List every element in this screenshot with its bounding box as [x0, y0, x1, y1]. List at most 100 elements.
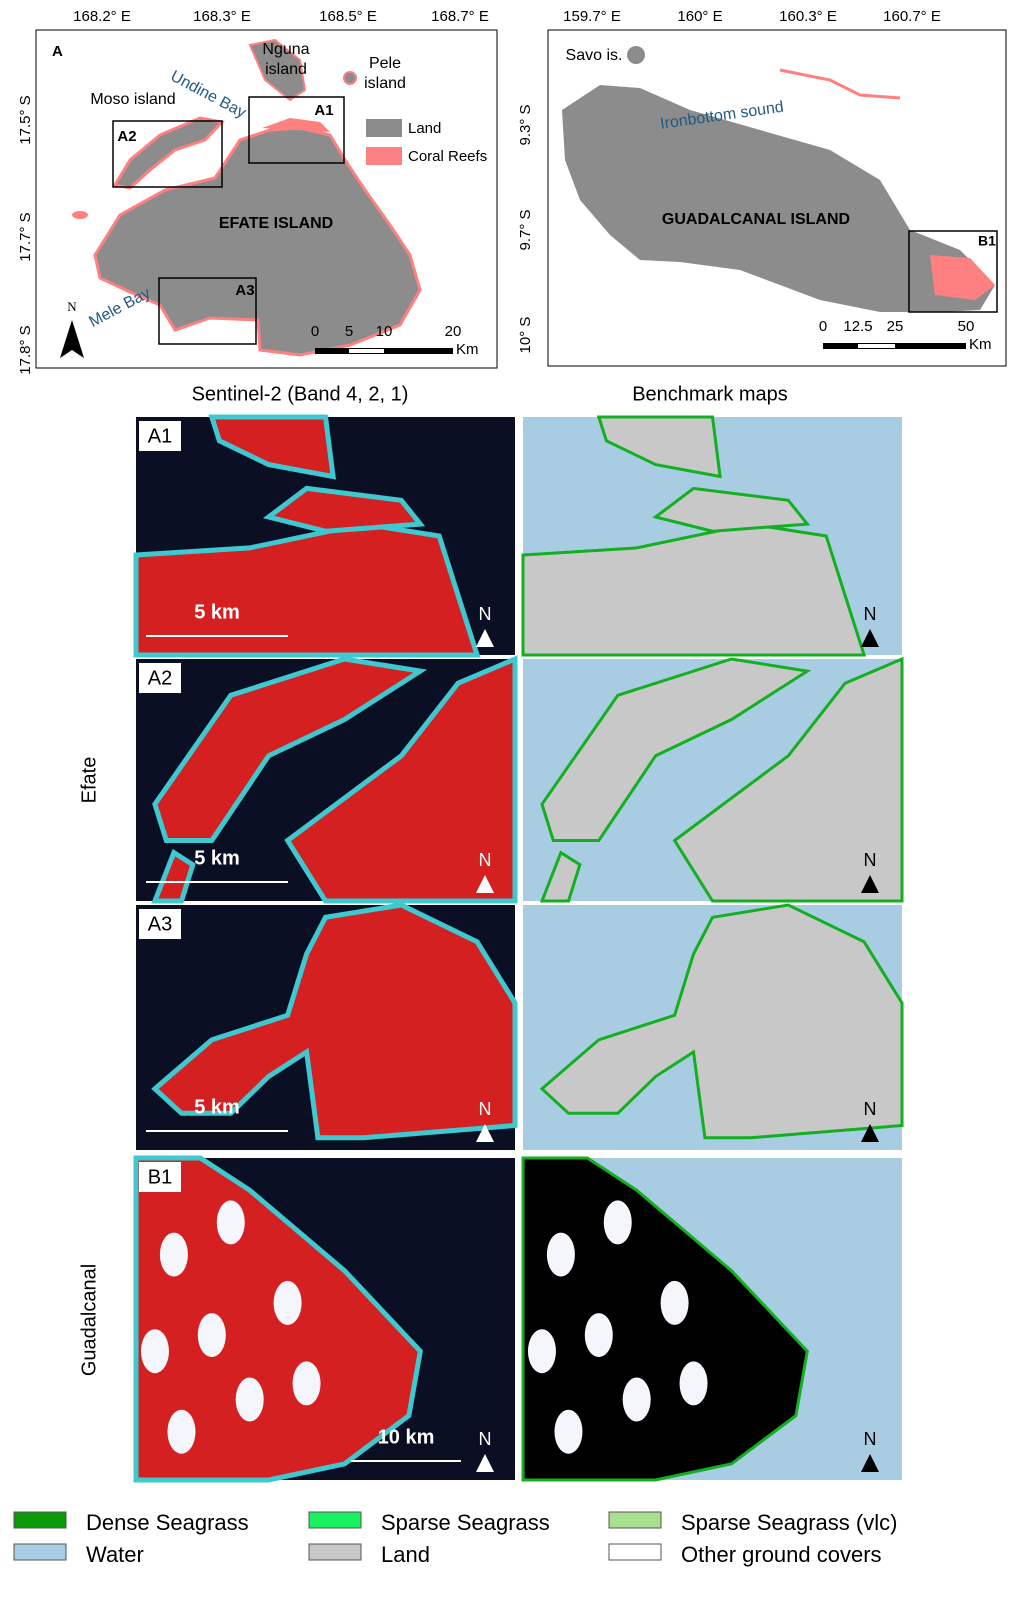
legend-swatch — [14, 1512, 66, 1528]
cloud — [680, 1361, 708, 1405]
lon-tick: 168.3° E — [193, 8, 251, 25]
panel-label: B1 — [148, 1166, 172, 1188]
north-label: N — [864, 850, 877, 870]
row-label: Guadalcanal — [78, 1264, 100, 1376]
scale-label: 5 — [345, 323, 353, 340]
north-label: N — [479, 604, 492, 624]
north-label: N — [864, 1429, 877, 1449]
map-b — [627, 46, 645, 64]
cloud — [547, 1233, 575, 1277]
legend-label: Sparse Seagrass (vlc) — [681, 1510, 897, 1535]
place-label: Pele — [369, 55, 401, 72]
panel-scale-label: 5 km — [194, 1096, 240, 1118]
lon-tick: 168.7° E — [431, 8, 489, 25]
legend-label: Other ground covers — [681, 1542, 882, 1567]
scale-label: 0 — [311, 323, 319, 340]
lon-tick: 168.5° E — [319, 8, 377, 25]
legend-swatch — [309, 1544, 361, 1560]
panel-scale-label: 10 km — [378, 1426, 435, 1448]
scale-unit: Km — [969, 336, 992, 353]
map-a — [72, 211, 88, 219]
sentinel-panel: B1 10 km N — [136, 1158, 515, 1480]
scale-unit: Km — [456, 341, 479, 358]
map-label: A — [52, 43, 63, 60]
legend-swatch — [609, 1544, 661, 1560]
cloud — [585, 1313, 613, 1357]
legend-label: Sparse Seagrass — [381, 1510, 550, 1535]
legend-label: Water — [86, 1542, 144, 1567]
legend-label: Land — [381, 1542, 430, 1567]
cloud — [198, 1313, 226, 1357]
benchmark-panel: N — [523, 417, 902, 655]
panel-scale-bar — [146, 635, 288, 637]
north-label: N — [479, 850, 492, 870]
north-label: N — [479, 1099, 492, 1119]
sentinel-panel: A2 5 km N — [136, 659, 515, 901]
sentinel-panel: A1 5 km N — [136, 417, 515, 655]
lon-tick: 159.7° E — [563, 8, 621, 25]
figure: A168.2° E168.3° E168.5° E168.7° E17.5° S… — [0, 0, 1034, 1602]
panel-label: A3 — [148, 913, 172, 935]
column-title: Benchmark maps — [632, 383, 788, 405]
legend-swatch — [366, 119, 402, 137]
inset-label: B1 — [978, 233, 996, 249]
cloud — [528, 1329, 556, 1373]
cloud — [554, 1410, 582, 1454]
place-label: Moso island — [90, 91, 175, 108]
scale-bar — [349, 349, 384, 353]
panel-scale-bar — [146, 881, 288, 883]
cloud — [160, 1233, 188, 1277]
cloud — [604, 1200, 632, 1244]
scale-label: 12.5 — [843, 318, 872, 335]
panel-scale-bar — [146, 1130, 288, 1132]
benchmark-panel: N — [523, 1158, 902, 1480]
lat-tick: 9.3° S — [517, 104, 534, 145]
place-label: island — [265, 61, 307, 78]
scale-label: 0 — [819, 318, 827, 335]
scale-label: 10 — [376, 323, 393, 340]
map-a — [344, 72, 356, 84]
north-label: N — [864, 604, 877, 624]
panel-label: A1 — [148, 425, 172, 447]
scale-bar — [858, 344, 895, 348]
cloud — [217, 1200, 245, 1244]
lat-tick: 17.8° S — [17, 325, 34, 374]
north-label: N — [479, 1429, 492, 1449]
place-label: island — [364, 75, 406, 92]
place-label: Savo is. — [566, 47, 623, 64]
lat-tick: 9.7° S — [517, 209, 534, 250]
legend-label: Dense Seagrass — [86, 1510, 249, 1535]
cloud — [141, 1329, 169, 1373]
map-b — [548, 30, 1006, 366]
row-label: Efate — [78, 757, 100, 804]
lon-tick: 160.3° E — [779, 8, 837, 25]
cloud — [236, 1378, 264, 1422]
legend-swatch — [14, 1544, 66, 1560]
cloud — [661, 1281, 689, 1325]
cloud — [167, 1410, 195, 1454]
inset-label: A2 — [117, 128, 136, 145]
lat-tick: 17.7° S — [17, 212, 34, 261]
scale-label: 20 — [445, 323, 462, 340]
column-title: Sentinel-2 (Band 4, 2, 1) — [192, 383, 409, 405]
benchmark-panel: N — [523, 659, 902, 901]
cloud — [274, 1281, 302, 1325]
inset-label: A3 — [235, 282, 254, 299]
panel-label: A2 — [148, 667, 172, 689]
north-label: N — [864, 1099, 877, 1119]
place-label: GUADALCANAL ISLAND — [662, 211, 850, 228]
legend-swatch — [609, 1512, 661, 1528]
scale-label: 25 — [887, 318, 904, 335]
benchmark-panel: N — [523, 905, 902, 1150]
cloud — [623, 1378, 651, 1422]
lat-tick: 17.5° S — [17, 95, 34, 144]
sentinel-panel: A3 5 km N — [136, 905, 515, 1150]
place-label: EFATE ISLAND — [219, 215, 333, 232]
panel-scale-label: 5 km — [194, 601, 240, 623]
panel-scale-label: 5 km — [194, 847, 240, 869]
lon-tick: 160.7° E — [883, 8, 941, 25]
cloud — [293, 1361, 321, 1405]
panel-scale-bar — [351, 1460, 461, 1462]
legend-label: Land — [408, 120, 441, 137]
legend-swatch — [309, 1512, 361, 1528]
